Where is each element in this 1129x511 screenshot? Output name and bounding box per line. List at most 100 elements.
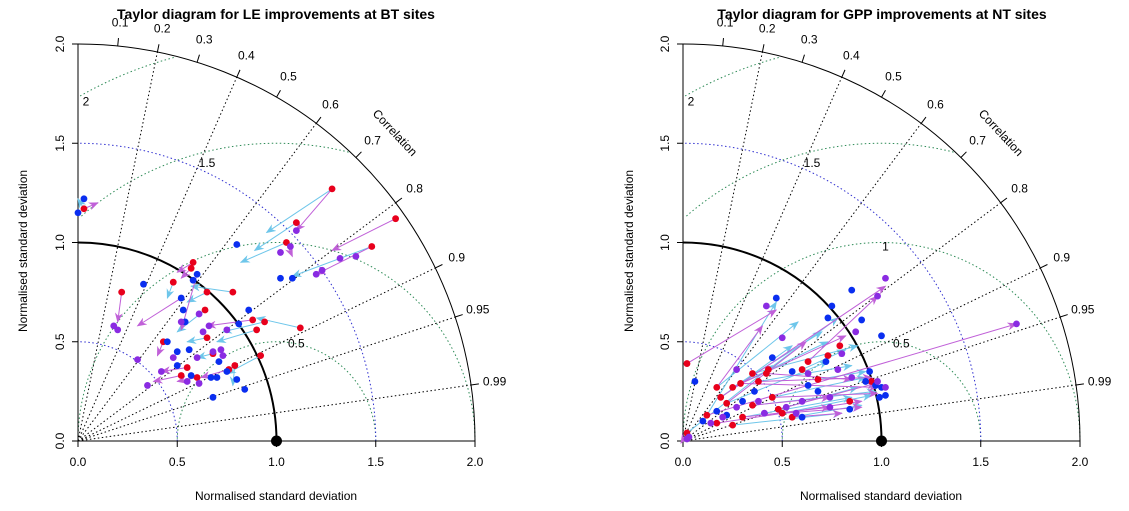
correlation-tick-label: 0.95 (1071, 303, 1095, 317)
x-tick-label: 0.5 (169, 455, 186, 469)
x-axis-label: Normalised standard deviation (195, 489, 357, 503)
correlation-tick-label: 0.4 (238, 48, 255, 62)
data-point (798, 366, 806, 373)
data-point (199, 328, 207, 336)
reference-arc (77, 241, 278, 442)
rms-contour (682, 57, 779, 98)
y-tick-label: 0.0 (658, 432, 672, 449)
data-point (173, 362, 181, 369)
x-tick-label: 2.0 (467, 455, 484, 469)
data-point (213, 374, 221, 381)
std-dev-circle (682, 142, 982, 442)
data-point (691, 378, 699, 385)
correlation-tick (156, 44, 160, 53)
improvement-arrow (190, 283, 233, 293)
data-point (215, 358, 223, 365)
x-tick-label: 1.5 (367, 455, 384, 469)
correlation-tick-label: 0.1 (112, 15, 129, 29)
y-tick-label: 1.5 (53, 135, 67, 152)
improvement-arrow (716, 321, 799, 388)
data-point (233, 241, 241, 248)
data-point (755, 378, 762, 385)
correlation-tick (1000, 197, 1008, 204)
data-point (804, 370, 812, 377)
data-point (229, 288, 237, 296)
data-point (189, 276, 197, 284)
data-point (749, 370, 756, 377)
data-point (685, 433, 693, 441)
data-point (866, 368, 873, 375)
data-point (205, 322, 213, 330)
correlation-tick-label: 0.9 (448, 251, 465, 265)
data-point (826, 393, 834, 401)
data-point (814, 387, 822, 395)
improvement-arrow (239, 242, 287, 263)
data-point (733, 366, 740, 373)
correlation-tick (841, 69, 846, 78)
correlation-rays (77, 51, 472, 442)
data-point (134, 356, 141, 364)
model-points (683, 274, 1020, 447)
outer-arc (682, 43, 1081, 442)
correlation-tick-label: 0.6 (322, 97, 339, 111)
correlation-tick-labels: 0.1 0.2 0.3 0.4 0.5 0.6 0.7 0.8 0.9 0.95 0.99 (112, 15, 507, 388)
data-point (713, 419, 721, 427)
correlation-tick-label: 0.99 (1088, 375, 1112, 389)
data-point (826, 403, 834, 411)
correlation-tick (454, 314, 463, 318)
improvement-arrow (726, 361, 829, 404)
correlation-tick (722, 38, 724, 47)
x-tick-label: 0.5 (774, 455, 791, 469)
data-point (749, 401, 756, 409)
improvement-arrow (295, 188, 333, 232)
correlation-tick-label: 0.5 (885, 70, 902, 84)
data-point (233, 376, 241, 383)
data-point (80, 195, 88, 203)
data-point (189, 258, 197, 266)
data-point (183, 364, 191, 371)
data-point (201, 306, 209, 314)
data-point (193, 354, 201, 362)
correlation-tick-labels: 0.1 0.2 0.3 0.4 0.5 0.6 0.7 0.8 0.9 0.95 0.99 (717, 15, 1112, 388)
y-tick-label: 0.5 (658, 333, 672, 350)
improvement-arrow (720, 285, 887, 398)
data-point (798, 397, 806, 405)
data-point (768, 393, 776, 401)
data-point (814, 376, 822, 383)
improvement-arrow (215, 329, 257, 343)
correlation-tick (960, 151, 967, 158)
data-point (788, 368, 796, 375)
data-point (804, 358, 812, 365)
data-point (824, 314, 832, 322)
correlation-tick-label: 0.3 (801, 33, 818, 47)
correlation-tick-label: 0.7 (364, 133, 381, 147)
improvement-arrow (265, 188, 333, 234)
rms-label: 0.5 (288, 337, 305, 351)
improvement-arrow (742, 404, 831, 418)
chart-title: Taylor diagram for GPP improvements at N… (717, 6, 1047, 22)
data-point (177, 372, 185, 379)
data-point (312, 270, 320, 278)
x-tick-label: 0.0 (70, 455, 87, 469)
correlation-tick (1075, 383, 1084, 386)
y-axis-label: Normalised standard deviation (622, 170, 636, 332)
rms-contour (685, 142, 954, 217)
taylor-panel-left: Taylor diagram for LE improvements at BT… (16, 6, 507, 503)
x-tick-label: 1.5 (972, 455, 989, 469)
correlation-tick (1059, 314, 1068, 318)
rms-contour (77, 57, 174, 98)
correlation-tick (920, 116, 927, 124)
rms-contour (80, 142, 349, 217)
std-dev-circle (77, 142, 377, 442)
data-point (241, 385, 249, 393)
correlation-tick (276, 90, 281, 98)
data-point (764, 366, 772, 373)
rms-contour (682, 241, 1081, 442)
axes: 0.0 0.5 1.0 1.5 2.0 0.0 0.5 1.0 1.5 2.0 (658, 35, 1089, 469)
data-point (277, 274, 284, 282)
x-tick-label: 1.0 (268, 455, 285, 469)
data-point (729, 384, 737, 391)
correlation-tick-label: 0.9 (1053, 251, 1070, 265)
data-point (219, 352, 227, 360)
data-point (838, 350, 846, 358)
